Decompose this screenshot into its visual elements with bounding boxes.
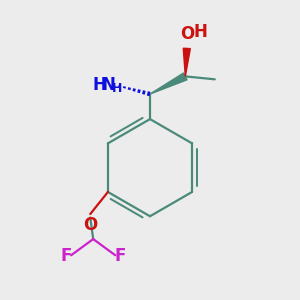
Text: F: F	[60, 247, 71, 265]
Text: F: F	[115, 247, 126, 265]
Text: O: O	[83, 215, 98, 233]
Text: H: H	[92, 76, 106, 94]
Text: H: H	[193, 23, 207, 41]
Text: H: H	[112, 82, 122, 95]
Text: O: O	[180, 25, 194, 43]
Polygon shape	[183, 48, 190, 76]
Polygon shape	[150, 73, 187, 94]
Text: N: N	[102, 76, 116, 94]
